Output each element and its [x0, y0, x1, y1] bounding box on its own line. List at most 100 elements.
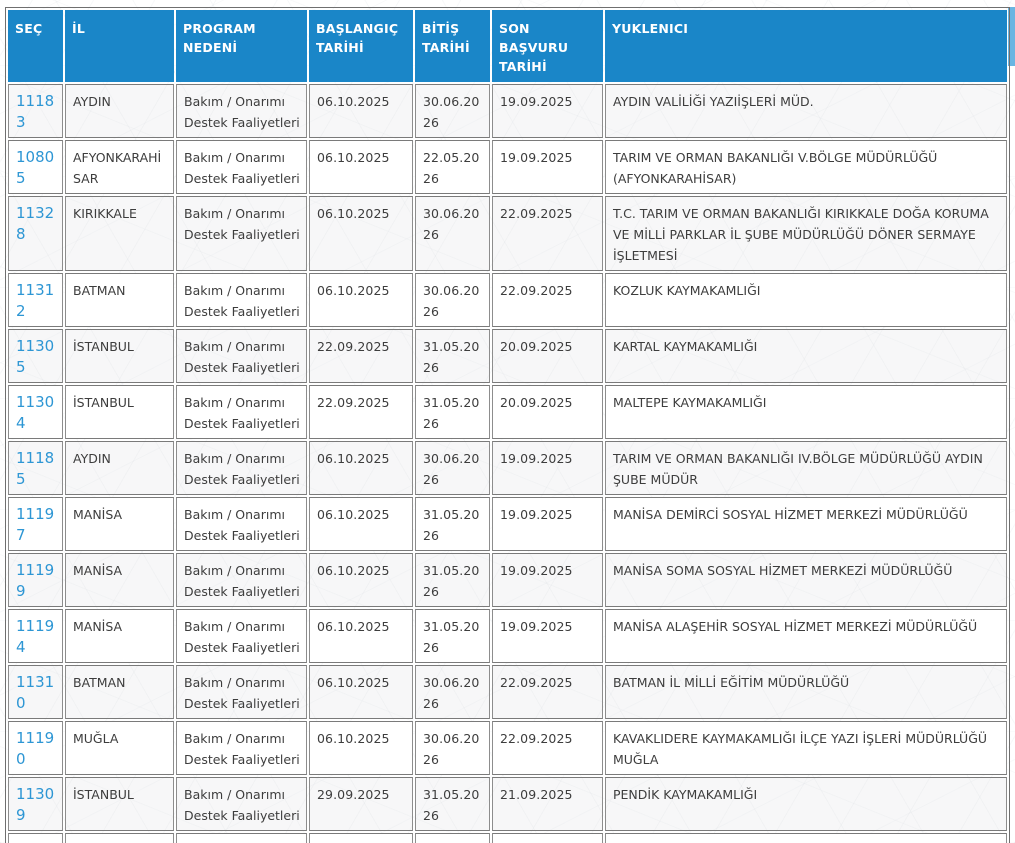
col-header-baslangic-tarihi: BAŞLANGIÇ TARİHİ [309, 10, 413, 82]
program-id-link[interactable]: 11305 [16, 337, 55, 376]
program-id-link[interactable]: 11195 [16, 841, 54, 843]
cell-yuklenici: MALTEPE KAYMAKAMLIĞI [605, 385, 1007, 439]
cell-il: MANİSA [65, 833, 174, 843]
col-header-program-nedeni: PROGRAM NEDENİ [176, 10, 307, 82]
cell-baslangic-tarihi: 06.10.2025 [309, 84, 413, 138]
cell-yuklenici: PENDİK KAYMAKAMLIĞI [605, 777, 1007, 831]
cell-baslangic-tarihi: 06.10.2025 [309, 609, 413, 663]
table-row: 11197 MANİSA Bakım / Onarımı Destek Faal… [8, 497, 1007, 551]
cell-bitis-tarihi: 30.06.2026 [415, 196, 490, 271]
cell-program-nedeni: Bakım / Onarımı Destek Faaliyetleri [176, 329, 307, 383]
cell-il: MANİSA [65, 609, 174, 663]
cell-son-basvuru-tarihi: 19.09.2025 [492, 497, 603, 551]
cell-program-nedeni: Bakım / Onarımı Destek Faaliyetleri [176, 777, 307, 831]
cell-sec: 11309 [8, 777, 63, 831]
program-id-link[interactable]: 11310 [16, 673, 55, 712]
cell-sec: 11195 [8, 833, 63, 843]
table-row: 11328 KIRIKKALE Bakım / Onarımı Destek F… [8, 196, 1007, 271]
cell-il: BATMAN [65, 273, 174, 327]
cell-son-basvuru-tarihi: 19.09.2025 [492, 609, 603, 663]
cell-program-nedeni: Bakım / Onarımı Destek Faaliyetleri [176, 385, 307, 439]
header-scroll-gutter [1008, 7, 1015, 66]
cell-yuklenici: MANİSA ALAŞEHİR SOSYAL HİZMET MERKEZİ MÜ… [605, 609, 1007, 663]
cell-baslangic-tarihi: 06.10.2025 [309, 273, 413, 327]
cell-program-nedeni: Bakım / Onarımı Destek Faaliyetleri [176, 721, 307, 775]
cell-il: İSTANBUL [65, 329, 174, 383]
cell-yuklenici: AKHİSAR HUZUREVİ YAŞLI BAKIM REHABİTİLAS… [605, 833, 1007, 843]
col-header-yuklenici: YUKLENICI [605, 10, 1007, 82]
program-id-link[interactable]: 11312 [16, 281, 55, 320]
cell-il: AFYONKARAHİSAR [65, 140, 174, 194]
program-id-link[interactable]: 11304 [16, 393, 55, 432]
cell-bitis-tarihi: 30.06.2026 [415, 721, 490, 775]
cell-sec: 11185 [8, 441, 63, 495]
cell-son-basvuru-tarihi: 20.09.2025 [492, 329, 603, 383]
cell-sec: 11197 [8, 497, 63, 551]
program-id-link[interactable]: 10805 [16, 148, 55, 187]
cell-bitis-tarihi: 30.06.2026 [415, 441, 490, 495]
table-header: SEÇ İL PROGRAM NEDENİ BAŞLANGIÇ TARİHİ B… [8, 10, 1007, 82]
program-id-link[interactable]: 11199 [16, 561, 55, 600]
cell-program-nedeni: Bakım / Onarımı Destek Faaliyetleri [176, 140, 307, 194]
cell-son-basvuru-tarihi: 22.09.2025 [492, 273, 603, 327]
cell-yuklenici: TARIM VE ORMAN BAKANLIĞI IV.BÖLGE MÜDÜRL… [605, 441, 1007, 495]
cell-baslangic-tarihi: 29.09.2025 [309, 777, 413, 831]
cell-sec: 11304 [8, 385, 63, 439]
table-row: 11190 MUĞLA Bakım / Onarımı Destek Faali… [8, 721, 1007, 775]
program-id-link[interactable]: 11185 [16, 449, 55, 488]
program-id-link[interactable]: 11197 [16, 505, 55, 544]
program-id-link[interactable]: 11328 [16, 204, 55, 243]
cell-son-basvuru-tarihi: 19.09.2025 [492, 84, 603, 138]
cell-program-nedeni: Bakım / Onarımı Destek Faaliyetleri [176, 553, 307, 607]
cell-sec: 11199 [8, 553, 63, 607]
cell-bitis-tarihi: 31.05.2026 [415, 833, 490, 843]
cell-yuklenici: MANİSA DEMİRCİ SOSYAL HİZMET MERKEZİ MÜD… [605, 497, 1007, 551]
cell-sec: 11305 [8, 329, 63, 383]
table-row: 11304 İSTANBUL Bakım / Onarımı Destek Fa… [8, 385, 1007, 439]
cell-baslangic-tarihi: 06.10.2025 [309, 833, 413, 843]
cell-program-nedeni: Bakım / Onarımı Destek Faaliyetleri [176, 497, 307, 551]
cell-sec: 11194 [8, 609, 63, 663]
cell-yuklenici: T.C. TARIM VE ORMAN BAKANLIĞI KIRIKKALE … [605, 196, 1007, 271]
cell-son-basvuru-tarihi: 22.09.2025 [492, 721, 603, 775]
cell-sec: 11190 [8, 721, 63, 775]
table-body: 11183 AYDIN Bakım / Onarımı Destek Faali… [8, 84, 1007, 843]
col-header-son-basvuru-tarihi: SON BAŞVURU TARİHİ [492, 10, 603, 82]
col-header-il: İL [65, 10, 174, 82]
cell-son-basvuru-tarihi: 20.09.2025 [492, 385, 603, 439]
cell-bitis-tarihi: 31.05.2026 [415, 609, 490, 663]
cell-son-basvuru-tarihi: 21.09.2025 [492, 777, 603, 831]
cell-bitis-tarihi: 22.05.2026 [415, 140, 490, 194]
cell-bitis-tarihi: 30.06.2026 [415, 665, 490, 719]
cell-son-basvuru-tarihi: 19.09.2025 [492, 441, 603, 495]
cell-program-nedeni: Bakım / Onarımı Destek Faaliyetleri [176, 84, 307, 138]
cell-yuklenici: KOZLUK KAYMAKAMLIĞI [605, 273, 1007, 327]
cell-son-basvuru-tarihi: 19.09.2025 [492, 140, 603, 194]
table-row: 11312 BATMAN Bakım / Onarımı Destek Faal… [8, 273, 1007, 327]
program-id-link[interactable]: 11183 [16, 92, 55, 131]
cell-il: İSTANBUL [65, 777, 174, 831]
cell-sec: 11312 [8, 273, 63, 327]
cell-baslangic-tarihi: 06.10.2025 [309, 553, 413, 607]
program-id-link[interactable]: 11309 [16, 785, 55, 824]
program-id-link[interactable]: 11194 [16, 617, 55, 656]
table-row: 11199 MANİSA Bakım / Onarımı Destek Faal… [8, 553, 1007, 607]
table-row: 11194 MANİSA Bakım / Onarımı Destek Faal… [8, 609, 1007, 663]
cell-baslangic-tarihi: 06.10.2025 [309, 441, 413, 495]
program-list-grid-wrap: SEÇ İL PROGRAM NEDENİ BAŞLANGIÇ TARİHİ B… [5, 7, 1010, 843]
program-list-table: SEÇ İL PROGRAM NEDENİ BAŞLANGIÇ TARİHİ B… [5, 7, 1010, 843]
cell-son-basvuru-tarihi: 22.09.2025 [492, 665, 603, 719]
cell-yuklenici: BATMAN İL MİLLİ EĞİTİM MÜDÜRLÜĞÜ [605, 665, 1007, 719]
table-row: 11195 MANİSA Bakım / Onarımı Destek Faal… [8, 833, 1007, 843]
cell-bitis-tarihi: 31.05.2026 [415, 385, 490, 439]
cell-yuklenici: KARTAL KAYMAKAMLIĞI [605, 329, 1007, 383]
program-id-link[interactable]: 11190 [16, 729, 55, 768]
col-header-bitis-tarihi: BİTİŞ TARİHİ [415, 10, 490, 82]
cell-il: AYDIN [65, 84, 174, 138]
cell-son-basvuru-tarihi: 19.09.2025 [492, 833, 603, 843]
cell-bitis-tarihi: 31.05.2026 [415, 497, 490, 551]
cell-program-nedeni: Bakım / Onarımı Destek Faaliyetleri [176, 833, 307, 843]
cell-bitis-tarihi: 31.05.2026 [415, 329, 490, 383]
cell-son-basvuru-tarihi: 22.09.2025 [492, 196, 603, 271]
